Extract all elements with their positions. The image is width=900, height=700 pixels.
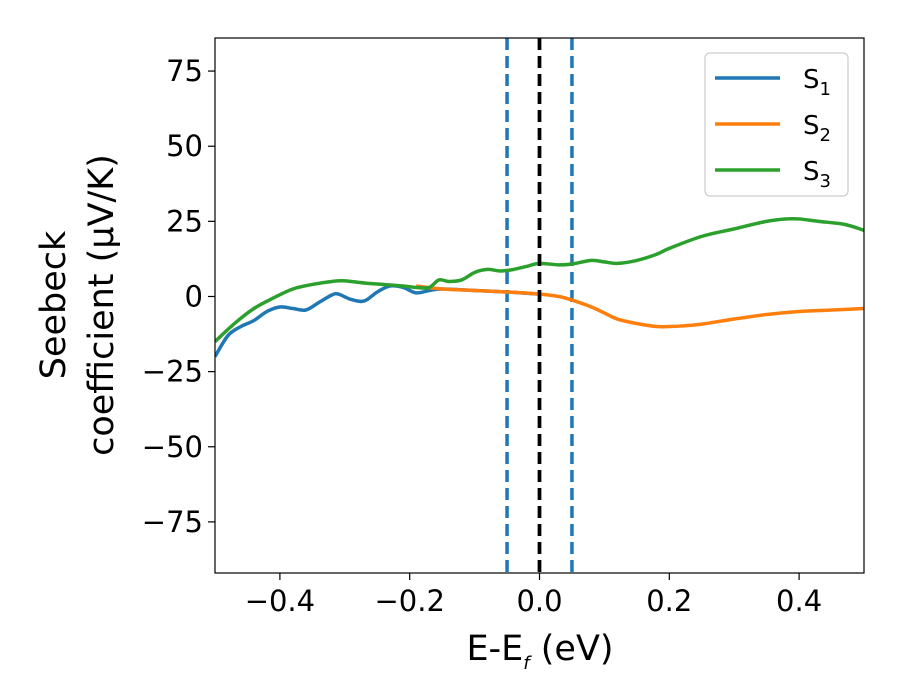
legend-label-main: S bbox=[803, 157, 820, 187]
x-axis-label-main: E-E bbox=[466, 629, 523, 669]
legend-label-main: S bbox=[803, 65, 820, 95]
x-tick-label: −0.4 bbox=[245, 584, 315, 618]
x-axis-label-unit: (eV) bbox=[530, 629, 614, 669]
legend-label-sub: 3 bbox=[820, 171, 831, 192]
y-axis-label-line2: coefficient (μV/K) bbox=[82, 154, 122, 456]
legend-label-s1: S1 bbox=[803, 65, 831, 100]
legend-label-sub: 2 bbox=[820, 125, 831, 146]
x-axis-label: E-Ef (eV) bbox=[466, 629, 613, 674]
y-tick-label: 75 bbox=[166, 54, 203, 88]
y-tick-label: 25 bbox=[166, 204, 203, 238]
series-line-s3 bbox=[215, 216, 864, 343]
x-tick-label: 0.4 bbox=[776, 584, 822, 618]
y-tick-label: 0 bbox=[185, 279, 203, 313]
x-axis-label-sub: f bbox=[523, 653, 532, 674]
x-tick-label: −0.2 bbox=[374, 584, 444, 618]
y-axis-label-line1: Seebeck bbox=[34, 230, 74, 379]
y-tick-label: 50 bbox=[166, 129, 203, 163]
legend-label-main: S bbox=[803, 111, 820, 141]
y-tick-label: −25 bbox=[142, 355, 203, 389]
legend-label-s2: S2 bbox=[803, 111, 831, 146]
series-line-s2 bbox=[415, 284, 864, 329]
x-tick-label: 0.0 bbox=[516, 584, 562, 618]
x-tick-label: 0.2 bbox=[646, 584, 692, 618]
legend-label-s3: S3 bbox=[803, 157, 831, 192]
y-tick-label: −50 bbox=[142, 430, 203, 464]
series-line-s1 bbox=[215, 283, 540, 358]
y-tick-label: −75 bbox=[142, 505, 203, 539]
legend-label-sub: 1 bbox=[820, 79, 831, 100]
